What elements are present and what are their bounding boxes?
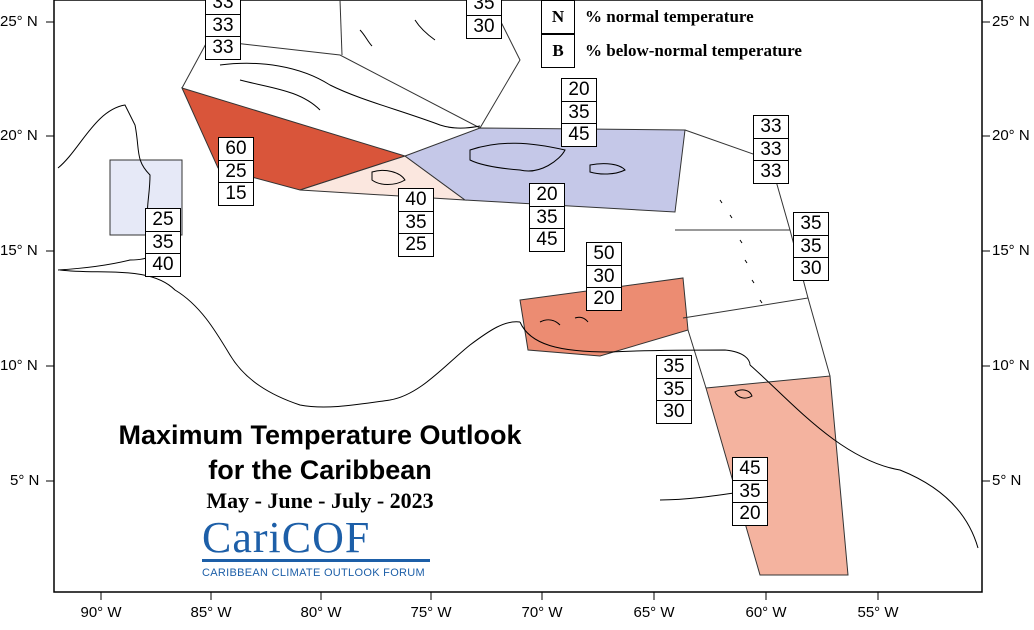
probability-box-hispaniola-south: 20 35 45 [529, 183, 565, 252]
lon-label: 55° W [857, 604, 899, 621]
probability-box-hispaniola-north: 20 35 45 [561, 78, 597, 147]
prob-normal: 35 [145, 230, 181, 255]
probability-box-turks-caicos: 35 30 [466, 0, 502, 39]
coastlines [57, 19, 979, 549]
zone-boundaries [181, 0, 831, 389]
prob-below: 40 [145, 253, 181, 277]
lat-label-right: 25° N [992, 13, 1030, 30]
lat-label-right: 5° N [992, 472, 1022, 489]
prob-above: 45 [732, 457, 768, 481]
prob-normal: 30 [586, 264, 622, 289]
lat-label-left: 25° N [0, 13, 38, 30]
prob-above: 50 [586, 242, 622, 266]
prob-normal: 35 [561, 100, 597, 125]
lat-label-left: 10° N [0, 357, 38, 374]
lon-label: 65° W [633, 604, 675, 621]
probability-box-leeward-north: 33 33 33 [753, 115, 789, 184]
probability-box-leeward-south: 35 35 30 [793, 212, 829, 281]
legend-row: N % normal temperature [541, 0, 802, 34]
prob-above: 20 [529, 183, 565, 207]
prob-below: 33 [753, 160, 789, 184]
prob-normal: 35 [732, 479, 768, 504]
lat-label-left: 5° N [10, 472, 40, 489]
legend-key: B [541, 34, 575, 68]
prob-below: 25 [398, 233, 434, 257]
probability-box-belize: 25 35 40 [145, 208, 181, 277]
prob-below: 30 [656, 400, 692, 424]
lat-label-left: 15° N [0, 242, 38, 259]
caricof-logo: CariCOF CARIBBEAN CLIMATE OUTLOOK FORUM [202, 513, 430, 579]
zone-abc-islands [519, 277, 689, 357]
prob-normal: 35 [466, 0, 502, 16]
prob-above: 35 [656, 355, 692, 379]
lon-label: 80° W [300, 604, 342, 621]
logo-subtitle: CARIBBEAN CLIMATE OUTLOOK FORUM [202, 567, 426, 579]
prob-below: 45 [561, 123, 597, 147]
lon-label: 85° W [190, 604, 232, 621]
lon-label: 60° W [745, 604, 787, 621]
probability-box-cuba-west: 60 25 15 [218, 137, 254, 206]
prob-above: 20 [561, 78, 597, 102]
axis-ticks [46, 21, 990, 600]
probability-box-abc-islands: 50 30 20 [586, 242, 622, 311]
legend: N % normal temperature B % below-normal … [541, 0, 802, 68]
lat-label-right: 15° N [992, 242, 1030, 259]
forecast-period: May - June - July - 2023 [206, 488, 434, 513]
prob-below: 15 [218, 182, 254, 206]
zone-hispaniola [403, 127, 686, 213]
lat-label-left: 20° N [0, 127, 38, 144]
prob-normal: 25 [218, 159, 254, 184]
probability-box-bahamas: 33 33 33 [205, 0, 241, 60]
logo-underline [202, 559, 430, 562]
prob-above: 35 [793, 212, 829, 236]
prob-above: 33 [205, 0, 241, 15]
legend-key: N [541, 0, 575, 34]
probability-box-jamaica: 40 35 25 [398, 188, 434, 257]
probability-box-guianas: 45 35 20 [732, 457, 768, 526]
legend-text: % below-normal temperature [585, 41, 802, 60]
prob-below: 30 [466, 14, 502, 39]
probability-box-trinidad: 35 35 30 [656, 355, 692, 424]
lat-label-right: 20° N [992, 127, 1030, 144]
prob-normal: 35 [398, 210, 434, 235]
prob-normal: 33 [205, 13, 241, 38]
map-title: Maximum Temperature Outlook [118, 420, 522, 450]
prob-normal: 35 [529, 205, 565, 230]
prob-below: 30 [793, 257, 829, 281]
prob-below: 20 [586, 287, 622, 311]
prob-below: 45 [529, 228, 565, 252]
prob-normal: 33 [753, 137, 789, 162]
legend-text: % normal temperature [585, 7, 754, 26]
logo-wordmark: CariCOF [202, 513, 371, 562]
zone-guianas [705, 375, 849, 576]
prob-above: 60 [218, 137, 254, 161]
prob-above: 25 [145, 208, 181, 232]
legend-row: B % below-normal temperature [541, 34, 802, 68]
prob-below: 33 [205, 36, 241, 60]
prob-above: 33 [753, 115, 789, 139]
map-subtitle: for the Caribbean [208, 455, 432, 485]
map-frame [53, 0, 983, 593]
lon-label: 90° W [80, 604, 122, 621]
lon-label: 75° W [410, 604, 452, 621]
prob-normal: 35 [656, 377, 692, 402]
prob-below: 20 [732, 502, 768, 526]
prob-above: 40 [398, 188, 434, 212]
lat-label-right: 10° N [992, 357, 1030, 374]
prob-normal: 35 [793, 234, 829, 259]
lon-label: 70° W [521, 604, 563, 621]
